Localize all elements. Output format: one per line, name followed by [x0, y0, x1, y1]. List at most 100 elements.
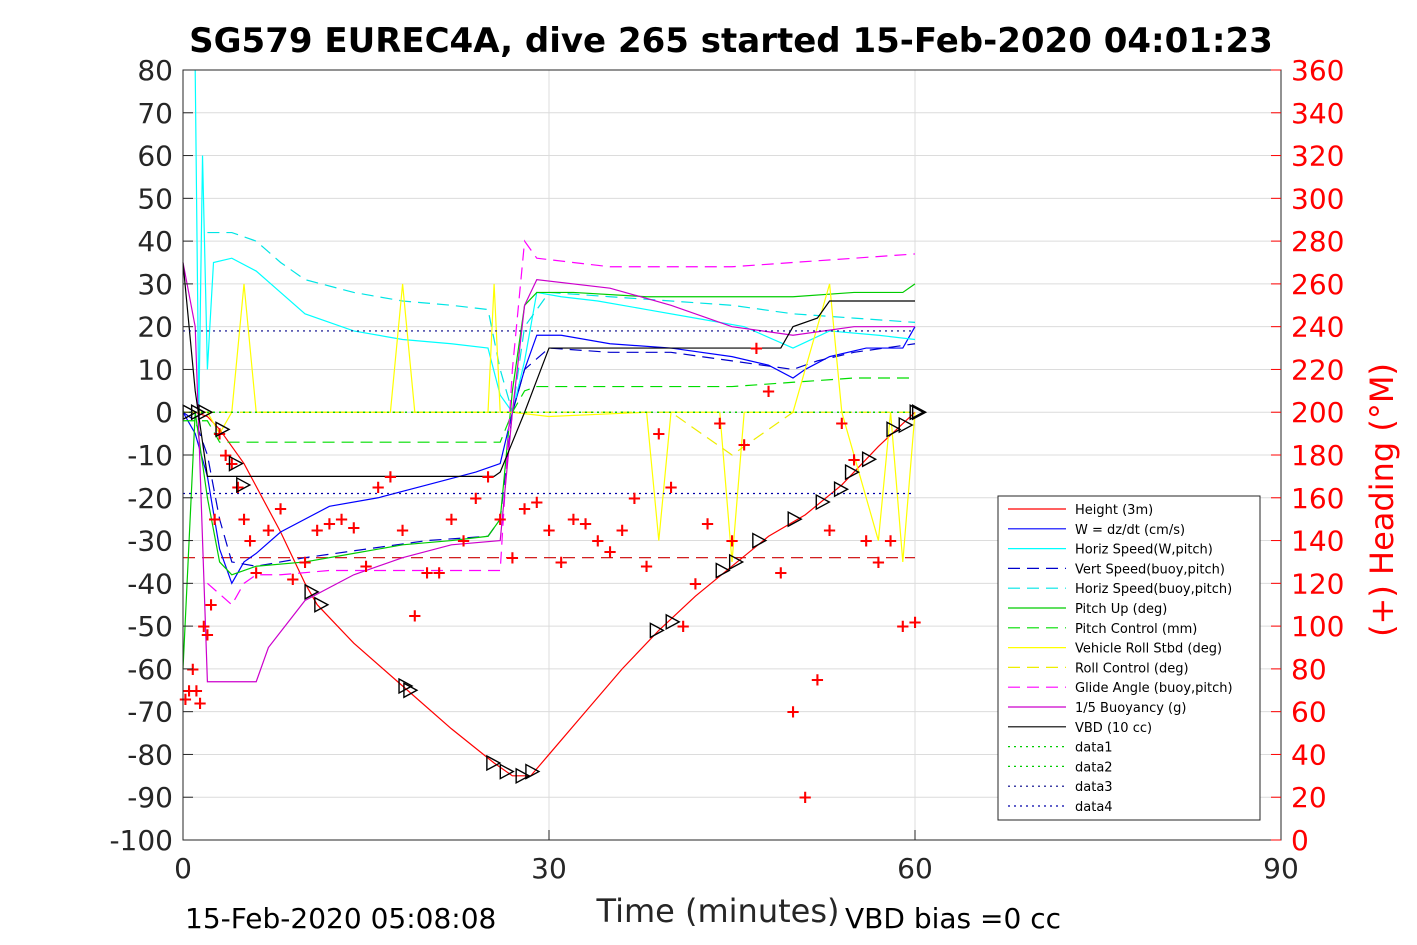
heading-point-68: +	[895, 616, 910, 637]
heading-point-0: +	[178, 689, 193, 710]
heading-point-27: +	[395, 520, 410, 541]
y2-tick-label-12: 120	[1291, 567, 1344, 600]
triangle-marker-18	[752, 532, 768, 549]
legend-label-9: Glide Angle (buoy,pitch)	[1075, 681, 1233, 696]
y-tick-label-12: -40	[127, 567, 173, 600]
heading-point-61: +	[810, 670, 825, 691]
y-tick-label-10: -20	[127, 482, 173, 515]
triangle-marker-8	[398, 677, 414, 695]
triangle-marker-7	[314, 596, 330, 613]
x-axis: 0 30 60 90	[174, 830, 1299, 885]
y2-tick-label-17: 20	[1291, 781, 1327, 814]
series-line-0	[183, 411, 916, 777]
y-tick-label-16: -80	[127, 738, 173, 771]
heading-point-23: +	[346, 518, 361, 539]
heading-point-43: +	[590, 531, 605, 552]
series-layer	[182, 69, 916, 777]
legend-label-7: Vehicle Roll Stbd (deg)	[1075, 642, 1222, 657]
heading-point-40: +	[554, 552, 569, 573]
heading-point-48: +	[651, 424, 666, 445]
heading-point-25: +	[371, 477, 386, 498]
triangle-marker-3	[215, 421, 231, 438]
heading-point-18: +	[285, 569, 300, 590]
heading-point-15: +	[249, 563, 264, 584]
y2-tick-label-15: 60	[1291, 696, 1327, 729]
heading-point-66: +	[871, 552, 886, 573]
heading-point-67: +	[883, 531, 898, 552]
y-axis-left: 80 70 60 50 40 30 20 10 0 -10 -20 -30 -40 -50 -60 -70 -8…	[109, 54, 193, 857]
legend-label-1: W = dz/dt (cm/s)	[1075, 523, 1185, 538]
y2-tick-label-8: 200	[1291, 396, 1344, 429]
y-tick-label-17: -90	[127, 781, 173, 814]
triangle-marker-23	[861, 451, 878, 468]
legend-label-4: Horiz Speed(buoy,pitch)	[1075, 582, 1232, 597]
legend-label-13: data2	[1075, 760, 1113, 775]
triangle-marker-10	[486, 754, 502, 772]
legend: Height (3m) W = dz/dt (cm/s) Horiz Speed(W…	[997, 495, 1261, 821]
x-tick-label-0: 0	[174, 852, 192, 885]
heading-point-28: +	[407, 605, 422, 626]
legend-label-11: VBD (10 cc)	[1075, 721, 1152, 736]
heading-point-47: +	[639, 556, 654, 577]
heading-point-44: +	[602, 541, 617, 562]
y-tick-label-6: 20	[137, 311, 173, 344]
legend-label-8: Roll Control (deg)	[1075, 661, 1189, 676]
triangle-marker-9	[403, 682, 419, 699]
series-line-10	[182, 262, 915, 683]
triangle-marker-11	[499, 763, 515, 780]
y2-tick-label-13: 100	[1291, 610, 1344, 643]
triangle-marker-26	[909, 404, 925, 421]
x-axis-label: Time (minutes)	[596, 892, 840, 930]
legend-label-10: 1/5 Buoyancy (g)	[1075, 701, 1186, 716]
triangle-marker-6	[304, 583, 320, 601]
legend-box	[997, 495, 1261, 821]
heading-point-53: +	[712, 413, 727, 434]
legend-label-3: Vert Speed(buoy,pitch)	[1075, 562, 1225, 577]
y-tick-label-18: -100	[109, 824, 173, 857]
heading-point-8: +	[207, 509, 222, 530]
heading-point-52: +	[700, 513, 715, 534]
heading-point-16: +	[261, 520, 276, 541]
y-tick-label-3: 50	[137, 182, 173, 215]
heading-point-21: +	[322, 513, 337, 534]
legend-label-5: Pitch Up (deg)	[1075, 602, 1167, 617]
triangle-marker-13	[525, 763, 541, 780]
y-tick-label-9: -10	[127, 439, 173, 472]
heading-point-4: +	[193, 693, 208, 714]
y-tick-label-11: -30	[127, 525, 173, 558]
y-axis-right: 3603403203002802602402202001801601401201…	[1271, 54, 1344, 857]
y-tick-label-1: 70	[137, 97, 173, 130]
triangle-marker-5	[236, 476, 252, 494]
heading-point-33: +	[468, 488, 483, 509]
y-tick-label-0: 80	[137, 54, 173, 87]
heading-point-46: +	[627, 488, 642, 509]
footer-vbd-bias: VBD bias =0 cc	[845, 902, 1061, 935]
heading-points: ++++++++++++++++++++++++++++++++++++++++…	[178, 338, 923, 808]
heading-point-36: +	[505, 548, 520, 569]
heading-point-62: +	[822, 520, 837, 541]
heading-point-69: +	[907, 612, 922, 633]
triangle-marker-21	[833, 481, 850, 498]
y2-tick-label-4: 280	[1291, 225, 1344, 258]
y2-axis-label: (+) Heading (°M)	[1363, 363, 1401, 637]
heading-point-35: +	[493, 509, 508, 530]
y2-tick-label-1: 340	[1291, 97, 1344, 130]
triangle-marker-2	[198, 404, 214, 421]
heading-point-34: +	[480, 466, 495, 487]
y-tick-label-15: -70	[127, 696, 173, 729]
legend-label-0: Height (3m)	[1075, 503, 1153, 518]
heading-point-13: +	[236, 509, 251, 530]
y2-tick-label-11: 140	[1291, 525, 1344, 558]
triangle-marker-16	[715, 562, 731, 579]
heading-point-56: +	[749, 338, 764, 359]
y-tick-label-4: 40	[137, 225, 173, 258]
y2-tick-label-16: 40	[1291, 738, 1327, 771]
triangle-marker-24	[886, 421, 902, 438]
heading-point-63: +	[834, 413, 849, 434]
y-tick-label-8: 0	[155, 396, 173, 429]
series-line-11	[182, 262, 915, 477]
triangle-marker-27	[911, 404, 928, 421]
triangle-marker-22	[844, 463, 861, 481]
chart-title: SG579 EUREC4A, dive 265 started 15-Feb-2…	[189, 21, 1273, 61]
legend-label-6: Pitch Control (mm)	[1075, 622, 1197, 637]
